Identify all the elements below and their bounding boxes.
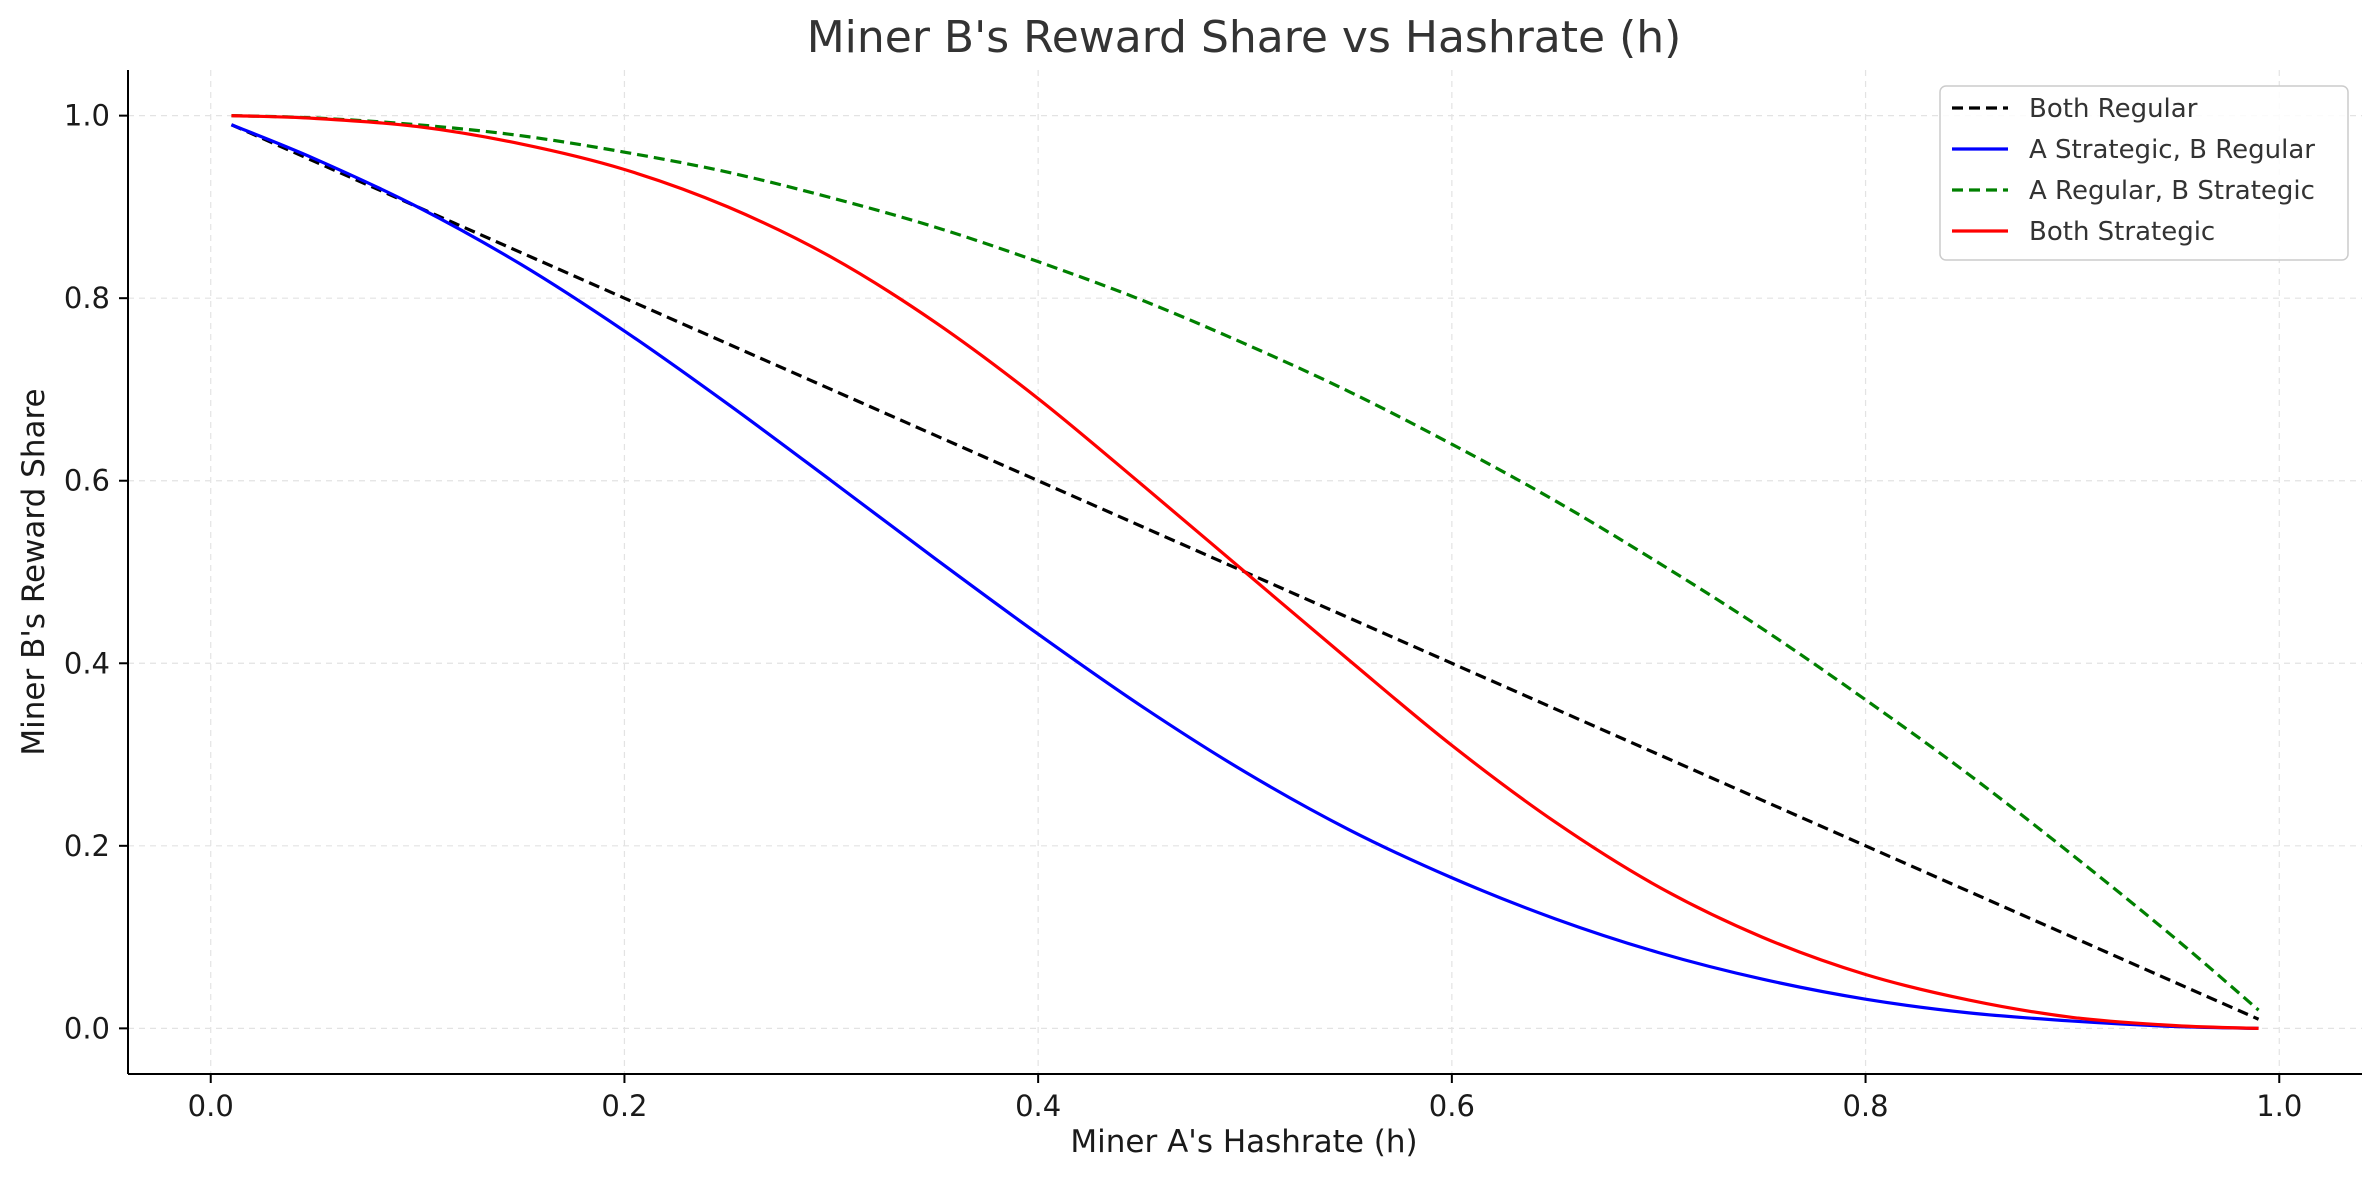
y-tick-label-1: 0.2	[64, 829, 110, 863]
x-tick-label-2: 0.4	[1015, 1089, 1061, 1123]
x-tick-label-4: 0.8	[1842, 1089, 1888, 1123]
grid	[128, 70, 2362, 1074]
x-ticks: 0.0 0.2 0.4 0.6 0.8 1.0	[188, 1074, 2302, 1123]
series-line-1	[230, 123, 2259, 1030]
legend-label-3: Both Strategic	[2029, 217, 2215, 247]
series-group	[230, 114, 2260, 1030]
legend: Both Regular A Strategic, B Regular A Regu…	[1939, 85, 2349, 261]
legend-box	[1939, 85, 2349, 261]
chart-title: Miner B's Reward Share vs Hashrate (h)	[807, 12, 1682, 63]
y-axis-label: Miner B's Reward Share	[16, 388, 52, 755]
legend-label-0: Both Regular	[2029, 94, 2198, 124]
x-axis-label: Miner A's Hashrate (h)	[1070, 1124, 1417, 1160]
x-tick-label-3: 0.6	[1429, 1089, 1475, 1123]
legend-label-1: A Strategic, B Regular	[2029, 135, 2315, 165]
legend-label-2: A Regular, B Strategic	[2029, 176, 2315, 206]
y-ticks: 0.0 0.2 0.4 0.6 0.8 1.0	[64, 99, 128, 1045]
y-tick-label-5: 1.0	[64, 99, 110, 133]
y-tick-label-3: 0.6	[64, 464, 110, 498]
y-tick-label-4: 0.8	[64, 281, 110, 315]
x-tick-label-5: 1.0	[2256, 1089, 2302, 1123]
x-tick-label-1: 0.2	[601, 1089, 647, 1123]
x-tick-label-0: 0.0	[188, 1089, 234, 1123]
y-tick-label-2: 0.4	[64, 646, 110, 680]
series-line-3	[231, 114, 2259, 1030]
y-tick-label-0: 0.0	[64, 1011, 110, 1045]
